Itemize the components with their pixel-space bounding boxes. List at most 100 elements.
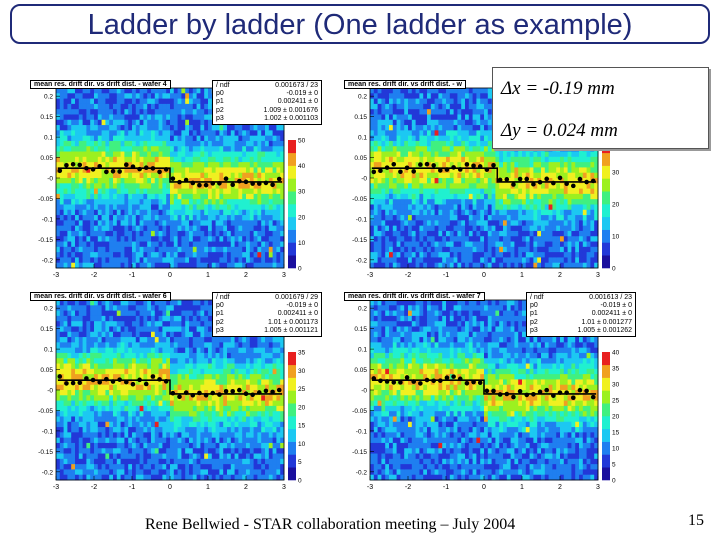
heatmap-cell xyxy=(86,98,91,105)
heatmap-cell xyxy=(97,156,102,163)
heatmap-cell xyxy=(223,167,228,174)
fit-stats-row: p0 -0.019 ± 0 xyxy=(216,90,318,98)
heatmap-cell xyxy=(472,119,477,126)
profile-point xyxy=(276,176,282,182)
heatmap-cell xyxy=(59,300,64,306)
heatmap-cell xyxy=(575,146,580,152)
heatmap-cell xyxy=(537,162,542,168)
heatmap-cell xyxy=(196,167,201,174)
heatmap-cell xyxy=(560,178,565,184)
heatmap-cell xyxy=(472,167,477,174)
heatmap-cell xyxy=(120,119,125,126)
heatmap-cell xyxy=(415,220,420,227)
heatmap-cell xyxy=(404,151,409,158)
heatmap-cell xyxy=(90,88,95,94)
heatmap-cell xyxy=(370,88,375,94)
heatmap-cell xyxy=(124,305,129,311)
heatmap-cell xyxy=(582,183,587,189)
heatmap-cell xyxy=(594,230,599,237)
heatmap-cell xyxy=(525,246,530,253)
heatmap-cell xyxy=(211,209,216,216)
heatmap-cell xyxy=(246,188,251,195)
heatmap-cell xyxy=(594,146,599,152)
heatmap-cell xyxy=(499,236,504,242)
heatmap-cell xyxy=(487,172,492,179)
heatmap-cell xyxy=(124,135,129,142)
heatmap-cell xyxy=(590,156,595,163)
heatmap-cell xyxy=(234,220,239,227)
heatmap-cell xyxy=(71,167,76,174)
heatmap-cell xyxy=(449,204,454,211)
heatmap-cell xyxy=(449,252,454,258)
heatmap-cell xyxy=(75,103,80,110)
heatmap-cell xyxy=(499,209,504,216)
heatmap-cell xyxy=(63,109,68,115)
heatmap-cell xyxy=(101,257,106,264)
heatmap-cell xyxy=(124,432,129,439)
heatmap-cell xyxy=(147,183,152,189)
heatmap-cell xyxy=(389,167,394,174)
heatmap-cell xyxy=(56,400,61,407)
heatmap-cell xyxy=(257,162,262,168)
heatmap-cell xyxy=(97,390,102,396)
heatmap-cell xyxy=(181,167,186,174)
heatmap-cell xyxy=(71,199,76,205)
heatmap-cell xyxy=(63,315,68,322)
heatmap-cell xyxy=(404,246,409,253)
heatmap-cell xyxy=(487,119,492,126)
heatmap-cell xyxy=(132,337,137,343)
heatmap-cell xyxy=(541,225,546,232)
heatmap-cell xyxy=(453,209,458,216)
heatmap-cell xyxy=(423,241,428,248)
heatmap-cell xyxy=(249,130,254,137)
heatmap-cell xyxy=(63,151,68,158)
heatmap-cell xyxy=(377,215,382,221)
heatmap-cell xyxy=(381,252,386,258)
heatmap-cell xyxy=(400,252,405,258)
heatmap-cell xyxy=(491,230,496,237)
heatmap-cell xyxy=(453,252,458,258)
heatmap-cell xyxy=(143,114,148,121)
heatmap-cell xyxy=(97,400,102,407)
heatmap-cell xyxy=(192,252,197,258)
x-tick-label: 2 xyxy=(244,272,248,279)
profile-point xyxy=(378,168,383,174)
heatmap-cell xyxy=(200,241,205,248)
heatmap-cell xyxy=(128,135,133,142)
heatmap-cell xyxy=(434,183,439,189)
heatmap-cell xyxy=(427,109,432,115)
heatmap-cell xyxy=(487,167,492,174)
heatmap-cell xyxy=(113,172,118,179)
heatmap-cell xyxy=(170,151,175,158)
heatmap-cell xyxy=(116,156,121,163)
heatmap-cell xyxy=(105,225,110,232)
heatmap-cell xyxy=(491,188,496,195)
heatmap-cell xyxy=(476,151,481,158)
heatmap-cell xyxy=(253,262,258,269)
heatmap-cell xyxy=(56,246,61,253)
heatmap-cell xyxy=(522,199,527,205)
heatmap-cell xyxy=(109,321,114,327)
heatmap-cell xyxy=(370,230,375,237)
heatmap-cell xyxy=(272,167,277,174)
heatmap-cell xyxy=(185,188,190,195)
heatmap-cell xyxy=(124,209,129,216)
heatmap-cell xyxy=(430,98,435,105)
heatmap-cell xyxy=(227,135,232,142)
heatmap-cell xyxy=(510,252,515,258)
heatmap-cell xyxy=(556,151,561,158)
heatmap-cell xyxy=(385,140,390,147)
heatmap-cell xyxy=(487,209,492,216)
heatmap-cell xyxy=(147,178,152,184)
heatmap-cell xyxy=(63,432,68,439)
heatmap-cell xyxy=(59,310,64,317)
heatmap-cell xyxy=(594,162,599,168)
heatmap-cell xyxy=(116,230,121,237)
heatmap-cell xyxy=(430,230,435,237)
heatmap-cell xyxy=(219,151,224,158)
heatmap-cell xyxy=(158,146,163,152)
heatmap-cell xyxy=(575,178,580,184)
heatmap-cell xyxy=(518,252,523,258)
heatmap-cell xyxy=(563,199,568,205)
heatmap-cell xyxy=(280,193,285,200)
